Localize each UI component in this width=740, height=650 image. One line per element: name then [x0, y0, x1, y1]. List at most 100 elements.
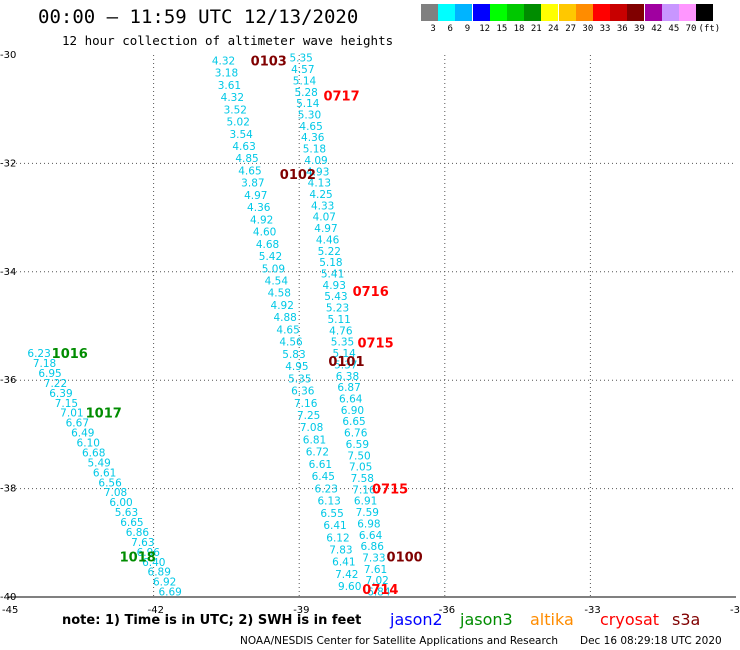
mission-label: cryosat — [600, 610, 660, 629]
color-scale-label: 24 — [548, 24, 559, 34]
color-scale-swatch — [541, 4, 559, 21]
wave-height-value: 6.96 — [137, 547, 161, 559]
pass-time-label: 0715 — [357, 336, 393, 351]
wave-height-value: 4.92 — [250, 214, 273, 226]
wave-height-value: 4.09 — [304, 155, 327, 167]
pass-time-label: 1018 — [120, 550, 156, 565]
wave-height-value: 6.12 — [326, 532, 349, 544]
wave-height-value: 5.83 — [282, 349, 305, 361]
wave-height-value: 6.76 — [344, 428, 368, 440]
wave-height-value: 5.37 — [334, 359, 357, 371]
wave-height-value: 6.49 — [71, 428, 94, 440]
color-scale-swatch — [627, 4, 645, 21]
color-scale-unit: (ft) — [698, 24, 721, 34]
color-scale-swatch — [696, 4, 714, 21]
color-scale-swatch — [593, 4, 610, 21]
wave-height-value: 6.40 — [142, 557, 165, 569]
wave-height-value: 5.30 — [298, 110, 321, 122]
color-scale-label: 42 — [651, 24, 663, 34]
wave-height-value: 5.35 — [288, 373, 311, 385]
pass-time-label: 0102 — [280, 168, 316, 183]
wave-height-value: 4.56 — [279, 337, 303, 349]
wave-height-value: 6.41 — [332, 557, 355, 569]
wave-height-value: 4.85 — [235, 153, 258, 165]
wave-height-value: 5.35 — [289, 53, 312, 65]
wave-height-value: 4.76 — [329, 325, 353, 337]
color-scale-label: 21 — [530, 24, 542, 34]
footer-note: note: 1) Time is in UTC; 2) SWH is in fe… — [62, 613, 362, 628]
lon-tick-label: -36 — [439, 605, 455, 616]
lon-tick-label: -30 — [730, 605, 740, 616]
wave-height-value: 4.33 — [311, 200, 334, 212]
color-scale-swatch — [507, 4, 524, 21]
wave-height-value: 5.43 — [324, 291, 347, 303]
mission-label: s3a — [672, 610, 701, 629]
page-subtitle: 12 hour collection of altimeter wave hei… — [62, 33, 394, 48]
lat-tick-label: -32 — [0, 158, 16, 169]
wave-height-value: 7.25 — [297, 410, 320, 422]
wave-height-value: 5.14 — [332, 348, 356, 360]
wave-height-value: 4.32 — [221, 92, 244, 104]
color-scale-swatch — [438, 4, 456, 21]
wave-height-value: 6.64 — [339, 393, 363, 405]
color-scale-swatch — [489, 4, 507, 21]
wave-height-value: 6.68 — [82, 447, 105, 459]
wave-height-value: 5.28 — [294, 87, 317, 99]
wave-height-value: 4.32 — [212, 55, 235, 67]
wave-height-value: 4.93 — [323, 280, 346, 292]
wave-height-value: 7.61 — [364, 564, 387, 576]
wave-height-value: 5.63 — [115, 507, 138, 519]
wave-height-value: 4.97 — [244, 190, 267, 202]
color-scale-swatch — [610, 4, 628, 21]
color-scale-label: 27 — [565, 24, 577, 34]
wave-height-value: 5.35 — [331, 337, 354, 349]
wave-height-value: 6.98 — [357, 518, 380, 530]
pass-time-label: 0716 — [353, 285, 389, 300]
wave-height-value: 4.65 — [276, 324, 299, 336]
pass-time-label: 0101 — [328, 355, 364, 370]
color-scale-swatch — [558, 4, 576, 21]
color-scale-label: 39 — [634, 24, 645, 34]
lat-tick-label: -38 — [0, 484, 16, 495]
wave-height-value: 9.60 — [338, 581, 361, 593]
wave-height-value: 4.65 — [299, 121, 322, 133]
color-scale-swatch — [679, 4, 696, 21]
color-scale-label: 3 — [430, 24, 436, 34]
wave-height-value: 4.88 — [273, 312, 296, 324]
wave-height-value: 4.58 — [268, 288, 291, 300]
wave-height-value: 6.86 — [361, 541, 385, 553]
wave-height-value: 7.16 — [294, 398, 318, 410]
wave-height-value: 6.91 — [354, 496, 377, 508]
wave-height-value: 6.65 — [342, 416, 365, 428]
pass-time-label: 1017 — [86, 407, 122, 422]
wave-height-value: 6.67 — [66, 418, 89, 430]
wave-height-value: 7.05 — [349, 462, 372, 474]
wave-height-value: 7.59 — [356, 507, 379, 519]
wave-height-value: 7.08 — [104, 487, 127, 499]
wave-height-value: 3.54 — [229, 129, 253, 141]
pass-time-label: 1016 — [52, 347, 88, 362]
color-scale-swatch — [644, 4, 662, 21]
color-scale-label: 12 — [479, 24, 491, 34]
wave-height-value: 5.18 — [319, 257, 342, 269]
wave-height-value: 7.42 — [335, 569, 358, 581]
wave-height-value: 6.56 — [98, 477, 122, 489]
wave-height-value: 6.89 — [148, 567, 171, 579]
mission-label: altika — [530, 610, 574, 629]
wave-height-value: 4.68 — [256, 239, 279, 251]
wave-height-value: 4.65 — [238, 165, 261, 177]
wave-height-value: 4.36 — [247, 202, 271, 214]
wave-height-value: 7.63 — [131, 537, 154, 549]
wave-height-value: 3.87 — [241, 178, 264, 190]
wave-height-value: 6.61 — [93, 467, 116, 479]
wave-height-value: 4.54 — [265, 275, 289, 287]
color-scale-label: 33 — [599, 24, 611, 34]
wave-height-value: 6.81 — [303, 434, 326, 446]
color-scale-label: 9 — [464, 24, 471, 34]
mission-label: jason2 — [390, 610, 443, 629]
wave-height-value: 4.60 — [253, 227, 276, 239]
wave-height-value: 6.36 — [291, 386, 315, 398]
pass-time-label: 0715 — [372, 483, 408, 498]
wave-height-value: 6.84 — [367, 587, 391, 599]
